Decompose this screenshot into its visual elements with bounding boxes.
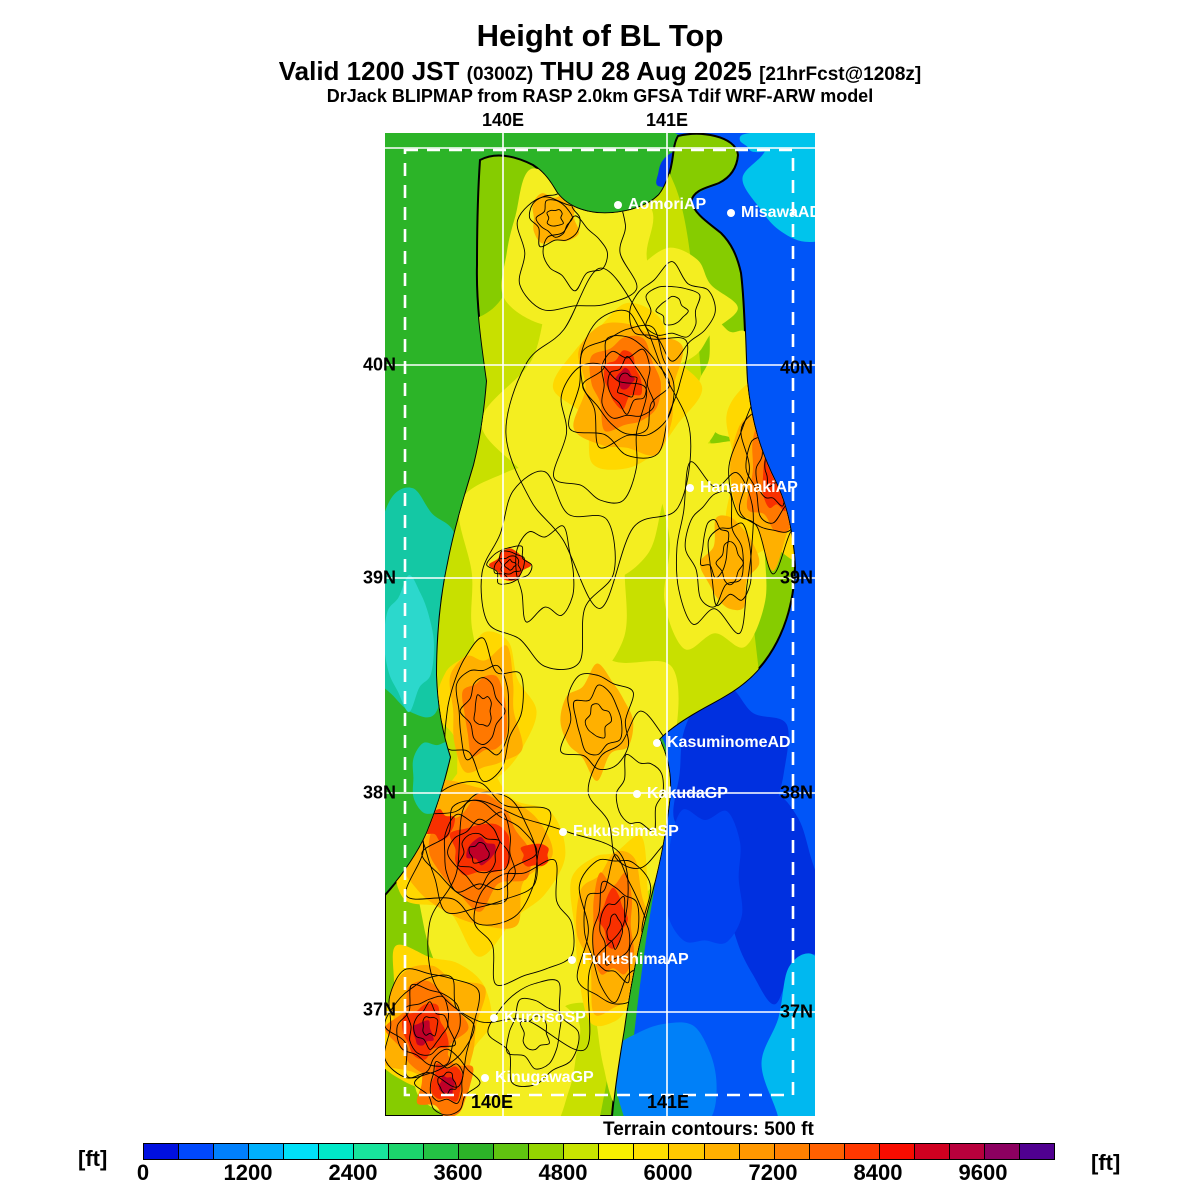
station-dot [653,739,661,747]
station-dot [568,956,576,964]
terrain-contours [385,189,795,1116]
forecast-map [385,133,815,1116]
station-label: KakudaGP [647,785,728,802]
colorbar-tick-label: 9600 [958,1160,1008,1185]
west-sea-patch [385,575,434,713]
colorbar-segment [214,1144,250,1159]
ocean-patch [742,133,815,242]
station-label: FukushimaAP [582,951,689,968]
colorbar-tick-label: 3600 [433,1160,483,1185]
colorbar-segment [459,1144,495,1159]
station-dot [727,209,735,217]
colorbar-segment [879,1144,915,1159]
colorbar-segment [1019,1144,1054,1159]
terrain-contour-note: Terrain contours: 500 ft [603,1119,814,1140]
ocean-patch [613,1022,717,1116]
colorbar-segment [389,1144,425,1159]
colorbar-segment [284,1144,320,1159]
valid-fcst: [21hrFcst@1208z] [759,64,922,85]
colorbar-tick-label: 6000 [643,1160,693,1185]
ocean-patch [761,953,815,1116]
colorbar-segment [144,1144,180,1159]
colorbar-segment [704,1144,740,1159]
colorbar-segment [179,1144,215,1159]
lon-label-bottom: 141E [646,1092,690,1112]
lat-label-left: 40N [363,354,397,375]
station-label: HanamakiAP [700,479,798,496]
colorbar-segment [529,1144,565,1159]
colorbar-segment [669,1144,705,1159]
colorbar-tick-label: 2400 [328,1160,378,1185]
lat-label-left: 38N [363,782,397,803]
lat-label-right: 40N [780,357,814,378]
lon-label-top: 141E [645,110,689,130]
colorbar-segment [949,1144,985,1159]
station-dot [686,484,694,492]
station-dot [490,1014,498,1022]
colorbar-tick-label: 4800 [538,1160,588,1185]
station-label: KuroisoSP [504,1009,586,1026]
ocean-patch [673,687,789,857]
station-label: KinugawaGP [495,1069,594,1086]
colorbar-unit-left: [ft] [78,1146,108,1171]
lat-label-left: 39N [363,567,397,588]
ocean-patch [666,809,743,944]
valid-zulu: (0300Z) [466,64,534,85]
colorbar-segment [844,1144,880,1159]
lon-label-top: 140E [481,110,525,130]
colorbar-segment [739,1144,775,1159]
colorbar-segment [319,1144,355,1159]
valid-date: THU 28 Aug 2025 [540,56,752,86]
station-dot [633,790,641,798]
lat-label-right: 39N [780,567,814,588]
colorbar-tick-label: 8400 [853,1160,903,1185]
lat-label-right: 38N [780,782,814,803]
colorbar-segment [249,1144,285,1159]
colorbar-segment [914,1144,950,1159]
blipmap-canvas [385,133,815,1116]
lon-label-bottom: 140E [470,1092,514,1112]
colorbar-segment [634,1144,670,1159]
station-label: AomoriAP [628,196,707,213]
colorbar-segment [354,1144,390,1159]
lat-label-left: 37N [363,999,397,1020]
colorbar-segment [809,1144,845,1159]
page-title: Height of BL Top [476,18,724,53]
lat-label-right: 37N [780,1001,814,1022]
colorbar-unit-right: [ft] [1091,1150,1121,1175]
colorbar-segment [599,1144,635,1159]
colorbar-segment [494,1144,530,1159]
station-label: FukushimaSP [573,823,679,840]
colorbar-tick-label: 0 [136,1160,150,1185]
colorbar-segment [564,1144,600,1159]
model-line: DrJack BLIPMAP from RASP 2.0km GFSA Tdif… [326,86,874,106]
graticule [385,133,815,1116]
colorbar-segment [424,1144,460,1159]
colorbar-segment [774,1144,810,1159]
station-dot [559,828,567,836]
colorbar-tick-label: 1200 [223,1160,273,1185]
station-label: KasuminomeAD [667,734,791,751]
valid-main: Valid 1200 JST [278,56,460,86]
colorbar-ticks: 0 1200 2400 3600 4800 6000 7200 8400 9600 [137,1160,1053,1186]
colorbar-tick-label: 7200 [748,1160,798,1185]
station-label: MisawaAD [741,204,822,221]
station-dot [614,201,622,209]
station-dot [481,1074,489,1082]
valid-time-line: Valid 1200 JST (0300Z) THU 28 Aug 2025 [… [0,56,1200,87]
colorbar-segment [984,1144,1020,1159]
colorbar [143,1143,1055,1160]
domain-boundary-box [403,148,795,1097]
